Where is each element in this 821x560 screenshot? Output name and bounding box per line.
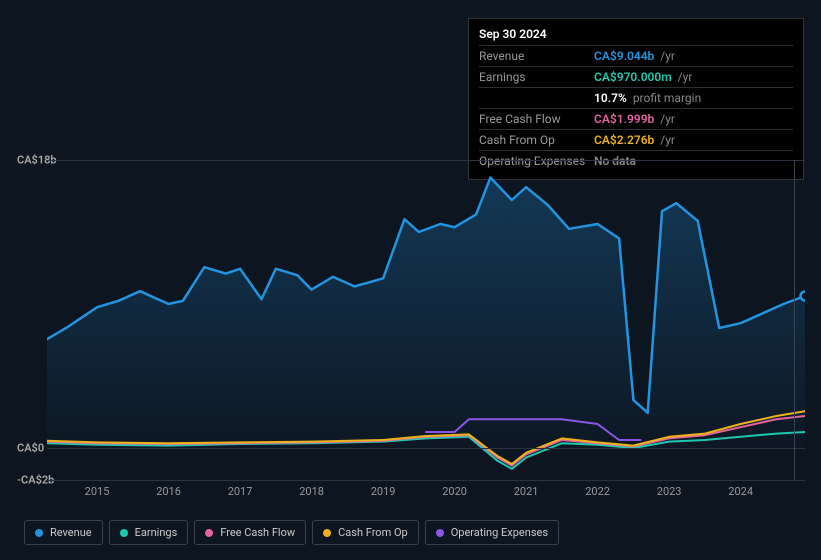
x-axis-label: 2020 xyxy=(442,485,467,498)
tooltip-label: Earnings xyxy=(479,70,594,84)
gridline xyxy=(47,448,805,449)
legend-label: Revenue xyxy=(50,526,92,539)
chart-tooltip: Sep 30 2024 RevenueCA$9.044b /yrEarnings… xyxy=(468,18,804,180)
legend-dot-icon xyxy=(205,529,213,537)
gridline xyxy=(47,480,805,481)
x-axis-label: 2024 xyxy=(728,485,753,498)
legend-dot-icon xyxy=(35,529,43,537)
tooltip-label xyxy=(479,91,594,105)
chart-legend: Revenue Earnings Free Cash Flow Cash From O… xyxy=(24,520,559,545)
legend-item[interactable]: Operating Expenses xyxy=(425,520,559,545)
tooltip-value: CA$970.000m /yr xyxy=(594,70,692,84)
legend-label: Earnings xyxy=(135,526,178,539)
legend-label: Operating Expenses xyxy=(451,526,548,539)
tooltip-value: 10.7% profit margin xyxy=(594,91,701,105)
legend-item[interactable]: Cash From Op xyxy=(312,520,419,545)
tooltip-row: RevenueCA$9.044b /yr xyxy=(479,45,793,66)
x-axis-label: 2018 xyxy=(299,485,324,498)
tooltip-value: CA$2.276b /yr xyxy=(594,133,675,147)
tooltip-row: Free Cash FlowCA$1.999b /yr xyxy=(479,108,793,129)
tooltip-row: 10.7% profit margin xyxy=(479,87,793,108)
tooltip-label: Revenue xyxy=(479,49,594,63)
x-axis-labels: 2015 2016 2017 2018 2019 2020 2021 2022 2023 2024 xyxy=(17,485,805,505)
x-axis-label: 2021 xyxy=(514,485,539,498)
legend-item[interactable]: Earnings xyxy=(109,520,189,545)
tooltip-value: CA$1.999b /yr xyxy=(594,112,675,126)
legend-dot-icon xyxy=(323,529,331,537)
tooltip-label: Free Cash Flow xyxy=(479,112,594,126)
tooltip-label: Cash From Op xyxy=(479,133,594,147)
financials-chart[interactable]: CA$18bCA$0-CA$2b xyxy=(17,160,805,500)
tooltip-date: Sep 30 2024 xyxy=(479,27,793,41)
legend-item[interactable]: Free Cash Flow xyxy=(194,520,306,545)
tooltip-row: Cash From OpCA$2.276b /yr xyxy=(479,129,793,150)
legend-dot-icon xyxy=(120,529,128,537)
hover-vline xyxy=(794,160,795,480)
legend-item[interactable]: Revenue xyxy=(24,520,103,545)
end-marker xyxy=(801,292,806,301)
x-axis-label: 2022 xyxy=(585,485,610,498)
x-axis-label: 2016 xyxy=(156,485,181,498)
legend-label: Cash From Op xyxy=(338,526,408,539)
legend-dot-icon xyxy=(436,529,444,537)
x-axis-label: 2019 xyxy=(371,485,396,498)
revenue-area xyxy=(47,178,805,448)
tooltip-row: EarningsCA$970.000m /yr xyxy=(479,66,793,87)
gridline xyxy=(47,160,805,161)
legend-label: Free Cash Flow xyxy=(220,526,295,539)
x-axis-label: 2023 xyxy=(657,485,682,498)
x-axis-label: 2015 xyxy=(85,485,110,498)
tooltip-value: CA$9.044b /yr xyxy=(594,49,675,63)
x-axis-label: 2017 xyxy=(228,485,253,498)
